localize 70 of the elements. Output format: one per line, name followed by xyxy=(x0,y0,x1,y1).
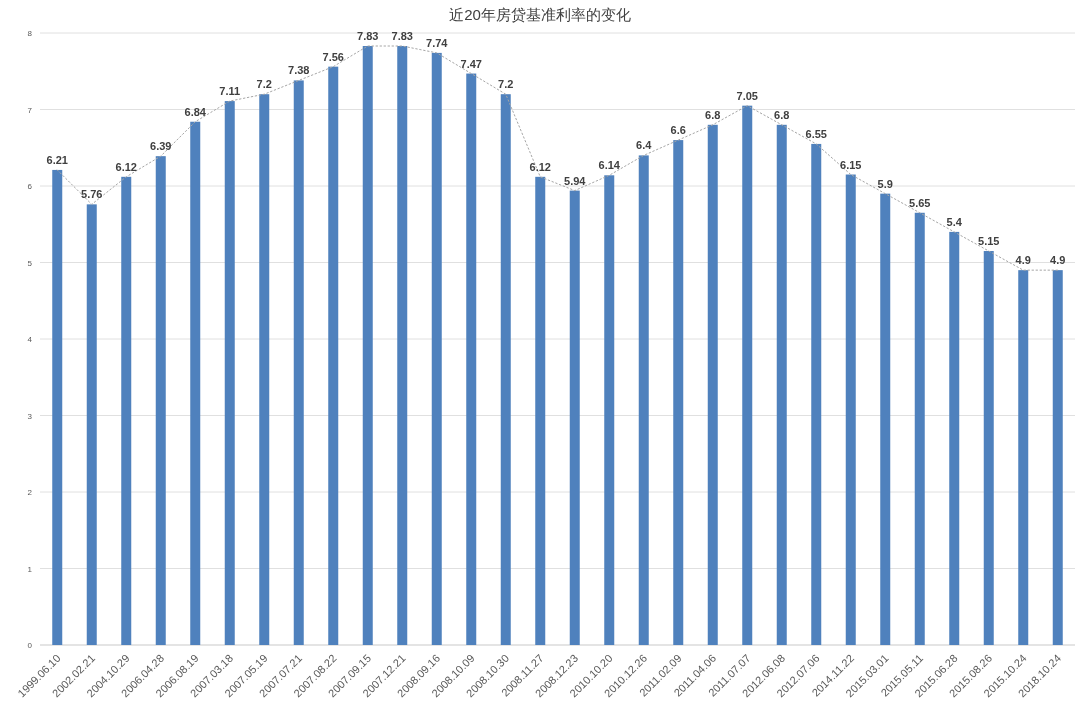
bar xyxy=(949,231,960,645)
data-label: 6.6 xyxy=(670,124,686,137)
data-label: 6.8 xyxy=(705,108,721,121)
data-label: 6.12 xyxy=(529,160,551,173)
bar xyxy=(776,124,787,645)
data-label: 4.9 xyxy=(1015,254,1031,267)
data-label: 5.4 xyxy=(946,215,963,228)
chart-title: 近20年房贷基准利率的变化 xyxy=(449,6,631,23)
data-label: 6.4 xyxy=(636,139,653,152)
y-tick-label: 1 xyxy=(27,564,33,574)
data-label: 6.39 xyxy=(150,140,172,153)
bar xyxy=(362,46,373,645)
bar xyxy=(880,193,891,645)
bar xyxy=(914,212,925,645)
bar xyxy=(259,94,270,645)
data-label: 6.21 xyxy=(46,153,68,166)
bar xyxy=(535,176,546,645)
bar xyxy=(397,46,408,645)
data-label: 6.14 xyxy=(598,159,621,172)
data-label: 6.84 xyxy=(184,105,207,118)
bar xyxy=(569,190,580,645)
data-label: 4.9 xyxy=(1050,254,1066,267)
data-label: 7.56 xyxy=(322,50,344,63)
data-label: 6.15 xyxy=(840,158,862,171)
data-label: 6.55 xyxy=(805,127,827,140)
y-tick-label: 4 xyxy=(27,335,33,344)
y-tick-label: 2 xyxy=(27,488,33,497)
bar xyxy=(1018,270,1029,645)
data-label: 5.76 xyxy=(81,188,103,201)
data-label: 5.9 xyxy=(877,177,893,190)
data-label: 5.15 xyxy=(978,235,1000,248)
y-tick-label: 3 xyxy=(27,411,33,421)
data-label: 6.8 xyxy=(774,108,790,121)
data-label: 7.83 xyxy=(357,30,379,43)
bar xyxy=(673,140,684,645)
y-tick-label: 5 xyxy=(27,258,33,268)
bar xyxy=(742,105,753,645)
bar xyxy=(983,251,994,645)
y-tick-label: 6 xyxy=(27,182,33,191)
data-label: 7.05 xyxy=(736,89,758,102)
data-label: 6.12 xyxy=(115,160,137,173)
bar xyxy=(86,204,97,645)
data-label: 7.47 xyxy=(460,57,482,70)
data-label: 7.2 xyxy=(256,78,272,91)
data-label: 7.74 xyxy=(426,36,449,49)
bar xyxy=(466,73,477,645)
bar xyxy=(293,80,304,645)
bar xyxy=(638,155,649,645)
data-label: 7.38 xyxy=(288,64,310,77)
data-label: 7.2 xyxy=(498,78,514,91)
bar xyxy=(500,94,511,645)
y-tick-label: 7 xyxy=(27,105,33,115)
data-label: 5.94 xyxy=(564,174,587,187)
bar xyxy=(190,121,201,645)
bar xyxy=(328,66,339,645)
bar xyxy=(224,101,235,645)
bar xyxy=(431,52,442,645)
y-tick-label: 8 xyxy=(27,29,33,38)
y-tick-label: 0 xyxy=(27,641,33,650)
bar xyxy=(707,124,718,645)
data-label: 5.65 xyxy=(909,196,931,209)
bar xyxy=(604,175,615,645)
bar xyxy=(155,156,166,645)
bar xyxy=(121,176,132,645)
bar xyxy=(1052,270,1063,645)
bar xyxy=(811,143,822,645)
data-label: 7.11 xyxy=(219,85,241,98)
bar xyxy=(52,169,63,645)
bar xyxy=(845,174,856,645)
data-label: 7.83 xyxy=(391,30,413,43)
